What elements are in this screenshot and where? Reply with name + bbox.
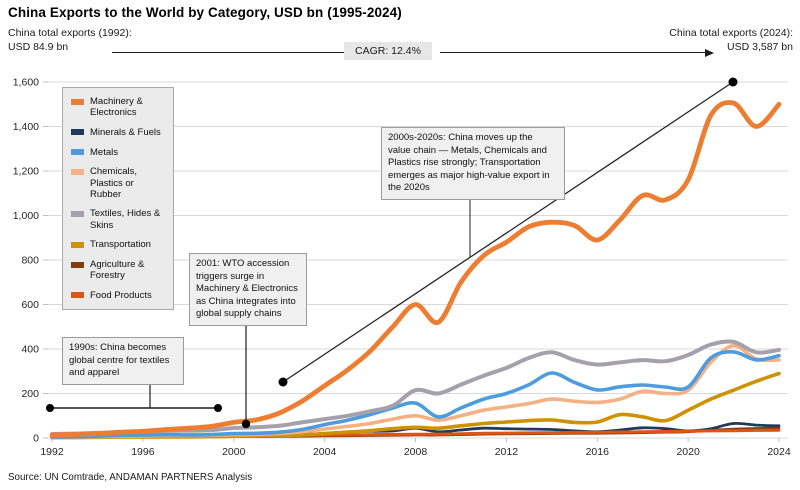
legend-swatch-transportation xyxy=(71,241,84,248)
total-exports-2024: China total exports (2024): USD 3,587 bn xyxy=(669,27,793,54)
cagr-arrow-line-right xyxy=(440,52,706,53)
legend-label: Machinery & Electronics xyxy=(90,96,143,119)
cagr-badge: CAGR: 12.4% xyxy=(344,42,432,60)
legend-item-chemicals-plastics-or-rubber: Chemicals, Plastics or Rubber xyxy=(71,166,166,200)
legend-swatch-machinery-electronics xyxy=(71,98,84,105)
total-exports-1992-label: China total exports (1992): xyxy=(8,27,132,39)
legend-item-minerals-fuels: Minerals & Fuels xyxy=(71,127,166,138)
y-axis-label-200: 200 xyxy=(21,388,39,400)
legend-item-transportation: Transportation xyxy=(71,239,166,250)
legend-label: Chemicals, Plastics or Rubber xyxy=(90,166,137,200)
legend-item-food-products: Food Products xyxy=(71,290,166,301)
legend-swatch-chemicals-plastics-or-rubber xyxy=(71,168,84,175)
legend-label: Minerals & Fuels xyxy=(90,126,161,138)
legend-item-metals: Metals xyxy=(71,147,166,158)
page-title: China Exports to the World by Category, … xyxy=(8,5,402,20)
y-axis-label-1200: 1,200 xyxy=(13,166,39,178)
total-exports-2024-label: China total exports (2024): xyxy=(669,27,793,39)
y-axis-label-1400: 1,400 xyxy=(13,121,39,133)
trend-line-dot-end xyxy=(728,77,738,87)
x-axis-label-2012: 2012 xyxy=(495,446,519,458)
legend-label: Agriculture & Forestry xyxy=(90,259,145,282)
annotation-1990s-textiles: 1990s: China becomes global centre for t… xyxy=(62,337,184,385)
annotation-1990s-dot-right xyxy=(214,404,222,412)
legend-label: Food Products xyxy=(90,289,152,301)
annotation-1990s-dot-left xyxy=(46,404,54,412)
x-axis-label-1996: 1996 xyxy=(131,446,155,458)
y-axis-label-600: 600 xyxy=(21,299,39,311)
series-line-metals xyxy=(50,350,781,439)
trend-annotation-line xyxy=(282,81,734,383)
annotation-2001-wto: 2001: WTO accession triggers surge in Ma… xyxy=(189,253,307,326)
source-note: Source: UN Comtrade, ANDAMAN PARTNERS An… xyxy=(8,472,253,483)
legend-swatch-food-products xyxy=(71,292,84,299)
total-exports-2024-value: USD 3,587 bn xyxy=(727,40,793,53)
trend-line-dot-start xyxy=(278,377,288,387)
legend-swatch-agriculture-forestry xyxy=(71,261,84,268)
y-axis-label-1000: 1,000 xyxy=(13,210,39,222)
legend-label: Transportation xyxy=(90,239,151,251)
legend-item-machinery-electronics: Machinery & Electronics xyxy=(71,96,166,118)
series-line-machinery-electronics xyxy=(49,100,782,438)
x-axis-label-2024: 2024 xyxy=(767,446,791,458)
y-axis-label-800: 800 xyxy=(21,255,39,267)
legend-item-textiles-hides-skins: Textiles, Hides & Skins xyxy=(71,208,166,231)
x-axis-label-2016: 2016 xyxy=(586,446,610,458)
total-exports-1992: China total exports (1992): USD 84.9 bn xyxy=(8,27,132,54)
legend-item-agriculture-forestry: Agriculture & Forestry xyxy=(71,259,166,281)
x-axis-label-2020: 2020 xyxy=(676,446,700,458)
annotation-2001-dot xyxy=(241,419,251,429)
legend-swatch-textiles-hides-skins xyxy=(71,210,84,217)
x-axis-label-2000: 2000 xyxy=(222,446,246,458)
y-axis-label-1600: 1,600 xyxy=(13,77,39,89)
x-axis-label-1992: 1992 xyxy=(40,446,64,458)
arrow-head-icon xyxy=(705,48,714,57)
y-axis-label-0: 0 xyxy=(33,433,39,445)
y-axis-label-400: 400 xyxy=(21,344,39,356)
chart-legend: Machinery & Electronics Minerals & Fuels M… xyxy=(62,87,174,311)
cagr-arrow-line-left xyxy=(112,52,344,53)
x-axis-label-2004: 2004 xyxy=(313,446,337,458)
legend-swatch-metals xyxy=(71,149,84,156)
x-axis-label-2008: 2008 xyxy=(404,446,428,458)
legend-label: Textiles, Hides & Skins xyxy=(90,208,161,231)
legend-label: Metals xyxy=(90,146,118,158)
annotation-2000s-value-chain: 2000s-2020s: China moves up the value ch… xyxy=(381,127,565,200)
total-exports-1992-value: USD 84.9 bn xyxy=(8,40,69,53)
legend-swatch-minerals-fuels xyxy=(71,129,84,136)
